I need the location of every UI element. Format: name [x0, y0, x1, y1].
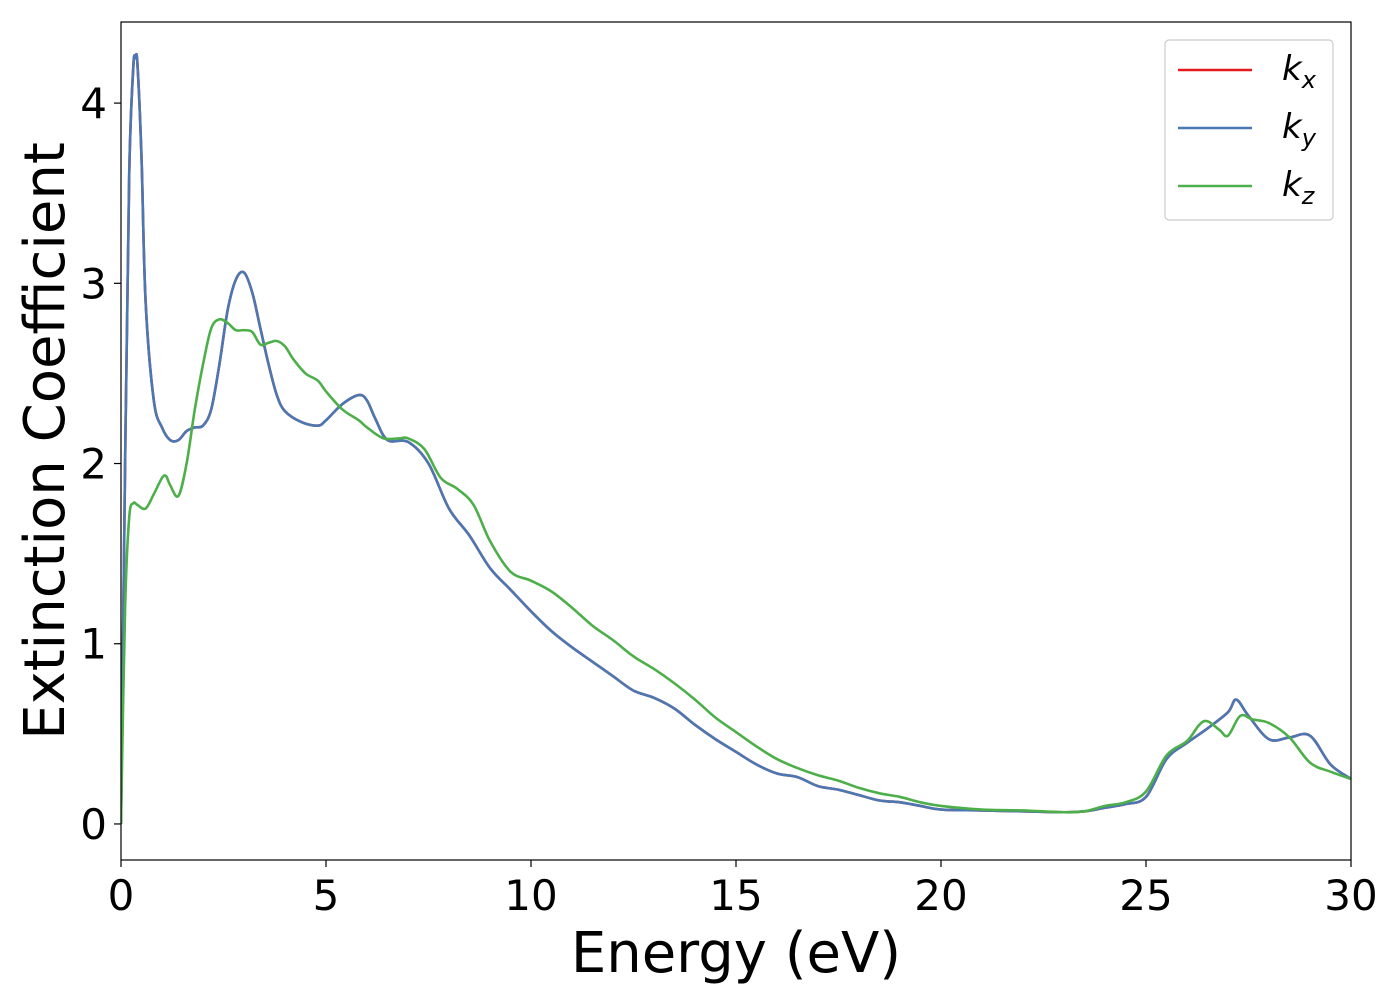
legend-label-base: k [1282, 165, 1303, 205]
legend-label-kz: kz [1282, 165, 1316, 210]
legend-box [1164, 39, 1334, 221]
x-tick-label: 25 [1119, 871, 1172, 920]
x-tick-label: 0 [108, 871, 135, 920]
legend-label-kx: kx [1282, 49, 1317, 94]
y-axis-title: Extinction Coefficient [13, 142, 78, 740]
x-axis-title: Energy (eV) [571, 921, 901, 986]
y-tick-label: 1 [80, 620, 107, 669]
x-tick-label: 5 [313, 871, 340, 920]
y-tick-label: 0 [80, 800, 107, 849]
x-tick-label: 20 [914, 871, 967, 920]
series-layer [121, 53, 1351, 824]
plot-frame [120, 21, 1352, 861]
x-tick-label: 15 [709, 871, 762, 920]
y-tick-label: 4 [80, 79, 107, 128]
legend-label-ky: ky [1282, 107, 1317, 152]
legend-label-subscript: y [1301, 124, 1317, 152]
legend-label-base: k [1282, 107, 1303, 147]
y-axis-ticks: 0 1 2 3 4 [80, 79, 121, 849]
legend-label-subscript: x [1301, 66, 1317, 94]
x-tick-label: 10 [504, 871, 557, 920]
y-tick-label: 2 [80, 440, 107, 489]
series-line-kz [121, 317, 1351, 824]
x-axis-ticks: 0 5 10 15 20 25 30 [108, 860, 1378, 920]
y-tick-label: 3 [80, 259, 107, 308]
x-tick-label: 30 [1324, 871, 1377, 920]
legend-label-base: k [1282, 49, 1303, 89]
legend-label-subscript: z [1301, 182, 1316, 210]
